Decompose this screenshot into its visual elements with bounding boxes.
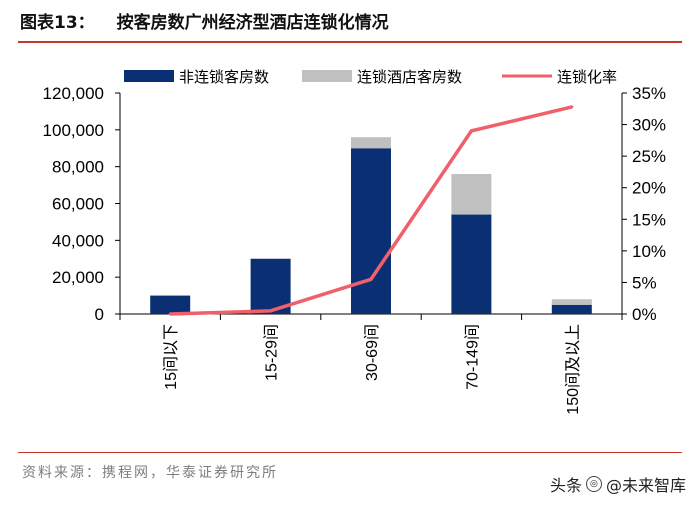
line-point <box>469 129 473 133</box>
y-left-tick-label: 0 <box>95 305 104 324</box>
y-left-tick-label: 40,000 <box>52 231 104 250</box>
x-tick-label: 70-149间 <box>463 324 481 390</box>
x-tick-label: 30-69间 <box>363 324 381 381</box>
y-right-tick-label: 35% <box>632 84 666 103</box>
y-right-tick-label: 20% <box>632 179 666 198</box>
y-left-tick-label: 20,000 <box>52 268 104 287</box>
footer-rule <box>18 452 682 453</box>
bar-non-chain <box>150 295 191 314</box>
y-right-tick-label: 0% <box>632 305 657 324</box>
legend-label: 连锁化率 <box>557 69 617 86</box>
title-rule <box>18 41 682 43</box>
bar-non-chain <box>451 214 492 314</box>
legend-label: 连锁酒店客房数 <box>357 69 462 86</box>
line-point <box>168 312 172 316</box>
watermark-logo-icon: ◎ <box>585 476 602 492</box>
bar-chain <box>451 174 492 215</box>
chart-title: 图表13： 按客房数广州经济型酒店连锁化情况 <box>20 8 411 33</box>
source-note: 资料来源：携程网，华泰证券研究所 <box>22 465 278 481</box>
line-point <box>570 105 574 109</box>
y-left-tick-label: 60,000 <box>52 195 104 214</box>
bar-non-chain <box>250 258 291 314</box>
x-tick-label: 150间及以上 <box>564 324 582 415</box>
x-tick-label: 15-29间 <box>263 324 281 381</box>
line-point <box>369 277 373 281</box>
bar-non-chain <box>551 304 592 314</box>
chart-canvas: 0 20,000 40,000 60,000 80,000 100,000 120,000 0… <box>43 69 666 415</box>
y-right-tick-label: 5% <box>632 273 657 292</box>
watermark-name: @未来智库 <box>605 476 686 495</box>
legend-swatch <box>124 70 174 82</box>
bar-chain <box>551 299 592 305</box>
y-right-tick-label: 10% <box>632 242 666 261</box>
watermark-prefix: 头条 <box>549 476 582 495</box>
bar-non-chain <box>351 148 391 314</box>
y-right-tick-label: 25% <box>632 147 666 166</box>
y-right-tick-label: 30% <box>632 116 666 135</box>
watermark: 头条 ◎ @未来智库 <box>550 472 686 496</box>
line-point <box>269 309 273 313</box>
bar-chain <box>351 137 391 149</box>
legend-swatch <box>302 70 352 82</box>
legend-label: 非连锁客房数 <box>179 69 269 86</box>
y-right-tick-label: 15% <box>632 210 666 229</box>
y-left-tick-label: 80,000 <box>52 158 104 177</box>
y-left-tick-label: 120,000 <box>43 84 104 103</box>
figure-title: 按客房数广州经济型酒店连锁化情况 <box>116 13 389 33</box>
figure-label: 图表13： <box>20 13 95 33</box>
y-left-tick-label: 100,000 <box>43 121 104 140</box>
x-tick-label: 15间以下 <box>162 324 180 390</box>
